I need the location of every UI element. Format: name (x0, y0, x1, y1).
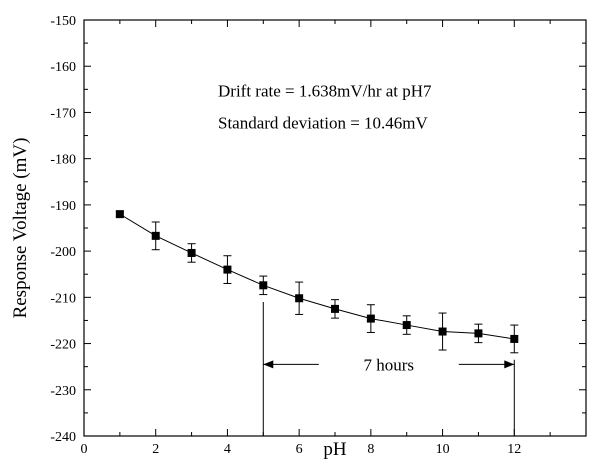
drift-rate-annotation: Drift rate = 1.638mV/hr at pH7 (218, 81, 432, 100)
data-point (259, 281, 268, 290)
x-tick-label: 8 (367, 442, 374, 457)
data-point (151, 231, 160, 240)
x-tick-label: 0 (81, 442, 88, 457)
x-axis-title: pH (323, 439, 347, 459)
data-point (295, 294, 304, 303)
tick-labels: 0 2 4 6 8 10 12 -240 -230 -220 -210 -200 -190 -180 -17… (50, 14, 521, 457)
data-point (366, 314, 375, 323)
data-point (331, 304, 339, 313)
data-layer (115, 210, 519, 354)
y-tick-label: -180 (50, 153, 76, 168)
data-point (223, 265, 232, 274)
data-point (402, 321, 411, 330)
y-axis-title: Response Voltage (mV) (10, 138, 31, 319)
y-tick-label: -240 (50, 430, 76, 445)
data-point (438, 327, 447, 336)
x-tick-label: 4 (224, 442, 231, 457)
data-point (474, 329, 483, 338)
x-tick-label: 6 (296, 442, 303, 457)
y-tick-label: -170 (50, 106, 76, 121)
y-tick-label: -200 (50, 245, 76, 260)
arrowhead-right (504, 360, 515, 369)
x-tick-label: 10 (436, 442, 450, 457)
span-label-7-hours: 7 hours (364, 355, 415, 374)
axis-ticks (83, 19, 587, 437)
y-tick-label: -160 (50, 60, 76, 75)
data-point (510, 334, 519, 343)
data-point (187, 248, 196, 257)
series-line (119, 213, 515, 340)
x-tick-label: 12 (507, 442, 521, 457)
std-deviation-annotation: Standard deviation = 10.46mV (218, 114, 429, 133)
y-tick-label: -210 (50, 291, 76, 306)
data-point (115, 210, 124, 219)
plot-frame (83, 19, 587, 437)
x-tick-label: 2 (152, 442, 159, 457)
y-tick-label: -230 (50, 384, 76, 399)
y-tick-label: -190 (50, 199, 76, 214)
y-tick-label: -220 (50, 338, 76, 353)
y-tick-label: -150 (50, 14, 76, 29)
arrowhead-left (263, 360, 274, 369)
time-span-annotation (262, 301, 515, 436)
